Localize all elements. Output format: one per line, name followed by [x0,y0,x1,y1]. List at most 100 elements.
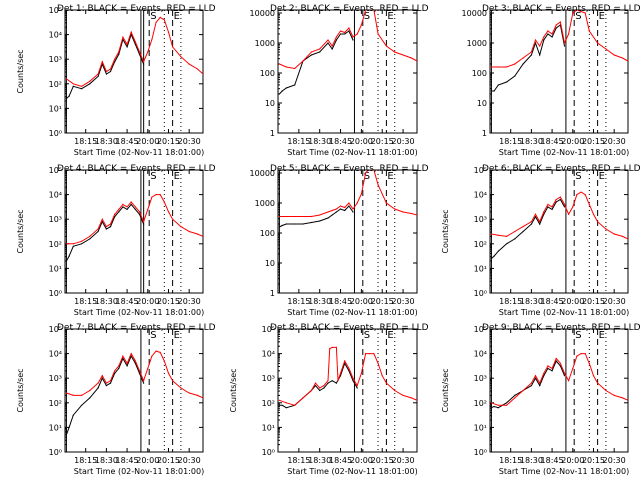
marker-annotation: E [174,330,180,341]
x-tick-label: 20:15 [157,137,180,146]
y-tick-label: 10¹ [474,264,487,273]
data-point-events [348,30,350,32]
data-point-lld [394,51,396,53]
y-tick-label: 10³ [49,55,62,64]
plot-frame [277,328,418,453]
data-point-lld [278,215,280,218]
data-point-lld [202,235,203,237]
y-axis-label: Counts/sec [16,49,25,93]
x-tick-label: 18:30 [520,137,543,146]
data-point-lld [130,31,132,33]
data-point-lld [155,194,157,196]
data-point-events [335,382,337,384]
data-point-lld [344,360,346,362]
chart-panel-2: 1 10 100 1000 10000 18:1518:3018:4520:0020:15… [250,4,429,157]
data-point-lld [394,389,396,392]
data-point-events [109,382,112,384]
data-point-events [551,370,553,372]
data-point-events [118,53,120,55]
y-tick-label: 10² [49,240,62,249]
data-point-events [72,414,74,416]
data-point-lld [534,39,537,41]
data-point-lld [310,51,312,53]
series-line-lld [279,10,417,70]
data-point-lld [134,41,136,43]
marker-annotation: E [599,11,605,22]
data-point-lld [126,362,128,364]
data-point-events [65,434,67,436]
data-point-events [310,221,312,224]
data-point-events [138,372,141,374]
x-tick-label: 18:30 [308,137,331,146]
data-point-lld [109,223,112,225]
data-point-lld [568,213,570,215]
x-axis-label: Start Time (02-Nov-11 18:01:00) [287,467,417,476]
chart-panel-3: 1 10 100 1000 10000 18:1518:3018:4520:0020:15… [462,4,640,157]
data-point-events [68,95,70,97]
y-tick-label: 10² [49,80,62,89]
data-point-lld [310,215,312,218]
data-point-lld [522,226,524,228]
y-tick-label: 10⁰ [474,289,487,298]
data-point-events [530,54,533,56]
data-point-lld [138,211,141,213]
data-point-lld [348,202,350,204]
data-point-lld [151,196,153,198]
y-tick-label: 10⁵ [49,166,62,175]
data-point-lld [588,203,590,205]
y-tick-label: 10² [262,399,275,408]
y-tick-label: 10¹ [49,423,62,432]
y-tick-label: 10000 [250,169,275,178]
marker-annotation: E [174,11,180,22]
data-point-lld [555,24,557,26]
data-point-lld [122,355,124,357]
data-point-lld [497,234,499,236]
data-point-lld [188,63,190,65]
x-tick-label: 18:30 [520,456,543,465]
x-tick-label: 18:30 [308,297,331,306]
data-point-lld [506,235,508,237]
data-point-lld [377,33,379,35]
data-point-lld [278,63,280,65]
data-point-events [143,382,145,384]
data-point-events [563,375,566,377]
data-point-events [126,365,128,367]
series-line-lld [279,346,417,406]
chart-title: Det 2: BLACK = Events, RED = LLD [270,4,429,14]
data-point-events [281,224,283,227]
data-point-events [101,221,103,223]
data-point-events [547,33,549,35]
data-point-lld [381,375,383,377]
y-tick-label: 10³ [49,215,62,224]
x-tick-label: 20:30 [178,137,201,146]
data-point-lld [377,362,379,364]
data-point-events [327,42,329,44]
data-point-events [89,83,91,85]
data-point-lld [89,235,91,237]
x-tick-label: 18:45 [116,137,139,146]
y-tick-label: 10⁴ [49,31,62,40]
data-point-lld [278,399,280,401]
data-point-lld [597,382,599,384]
data-point-lld [196,68,199,70]
x-tick-label: 20:30 [603,297,626,306]
data-point-lld [344,206,346,209]
data-point-lld [114,213,116,215]
x-tick-label: 18:30 [308,456,331,465]
data-point-lld [580,10,582,13]
data-point-events [555,201,557,203]
data-point-lld [621,397,624,399]
data-point-lld [592,375,595,377]
plot-frame [64,328,204,453]
data-point-lld [588,30,590,32]
data-point-events [497,407,499,409]
data-point-events [126,46,128,48]
marker-annotation: E [387,11,393,22]
data-point-events [285,223,287,225]
data-point-lld [490,233,492,235]
y-tick-label: 10¹ [262,423,275,432]
y-tick-label: 10 [477,99,487,108]
data-point-events [118,211,120,213]
data-point-lld [196,394,199,396]
data-point-events [134,362,136,364]
